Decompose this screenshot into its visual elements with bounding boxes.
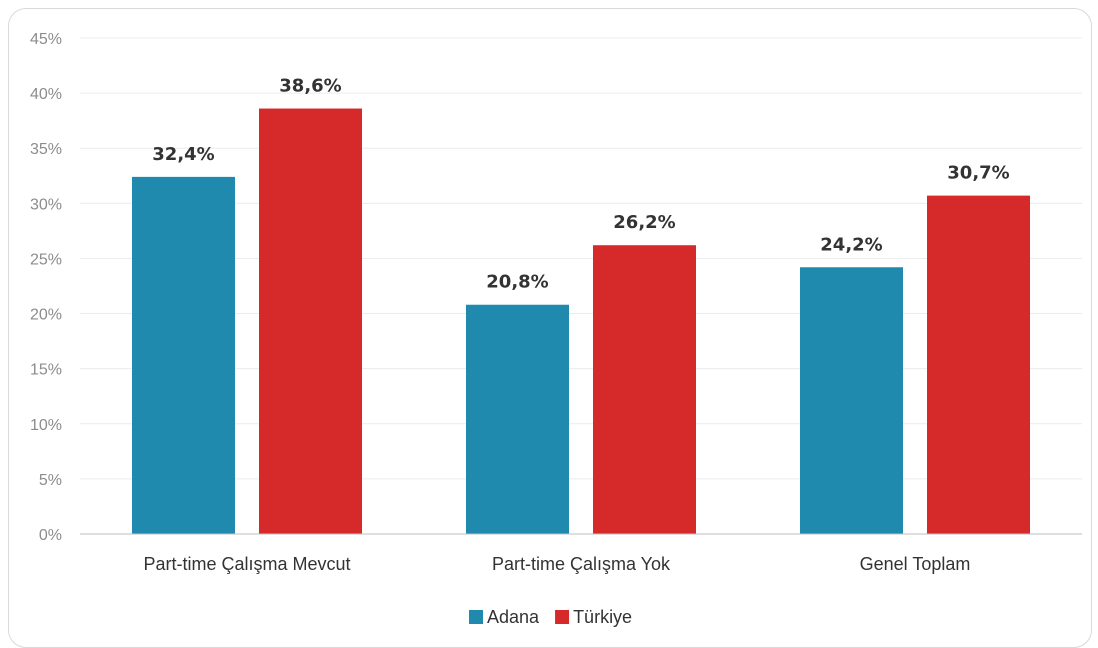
- y-tick-label: 45%: [30, 31, 62, 48]
- y-tick-label: 5%: [39, 472, 62, 489]
- bar-türkiye: [927, 195, 1030, 534]
- legend-swatch-adana: [469, 610, 483, 624]
- y-tick-label: 35%: [30, 141, 62, 158]
- category-label: Part-time Çalışma Yok: [492, 554, 671, 574]
- legend: Adana Türkiye: [469, 607, 632, 627]
- y-tick-label: 25%: [30, 251, 62, 268]
- bar-türkiye: [593, 245, 696, 534]
- bar-türkiye: [259, 108, 362, 534]
- bars: [132, 108, 1030, 534]
- y-tick-label: 30%: [30, 196, 62, 213]
- data-labels: 32,4% 38,6% 20,8% 26,2% 24,2% 30,7%: [152, 76, 1009, 293]
- y-tick-label: 20%: [30, 307, 62, 324]
- y-tick-label: 40%: [30, 86, 62, 103]
- x-axis-categories: Part-time Çalışma Mevcut Part-time Çalışm…: [143, 554, 970, 574]
- data-label: 20,8%: [486, 272, 548, 293]
- y-tick-label: 10%: [30, 417, 62, 434]
- category-label: Genel Toplam: [860, 554, 971, 574]
- data-label: 26,2%: [613, 212, 675, 233]
- bar-adana: [466, 304, 569, 534]
- gridlines: [80, 37, 1082, 480]
- y-axis-ticks: 0% 5% 10% 15% 20% 25% 30% 35% 40% 45%: [30, 31, 62, 544]
- bar-adana: [800, 267, 903, 534]
- bar-adana: [132, 176, 235, 534]
- category-label: Part-time Çalışma Mevcut: [143, 554, 350, 574]
- legend-label: Türkiye: [573, 607, 632, 627]
- data-label: 24,2%: [820, 234, 882, 255]
- data-label: 38,6%: [279, 76, 341, 97]
- y-tick-label: 15%: [30, 362, 62, 379]
- legend-swatch-türkiye: [555, 610, 570, 624]
- data-label: 30,7%: [947, 163, 1009, 184]
- y-tick-label: 0%: [39, 527, 62, 544]
- data-label: 32,4%: [152, 144, 214, 165]
- legend-label: Adana: [487, 607, 540, 627]
